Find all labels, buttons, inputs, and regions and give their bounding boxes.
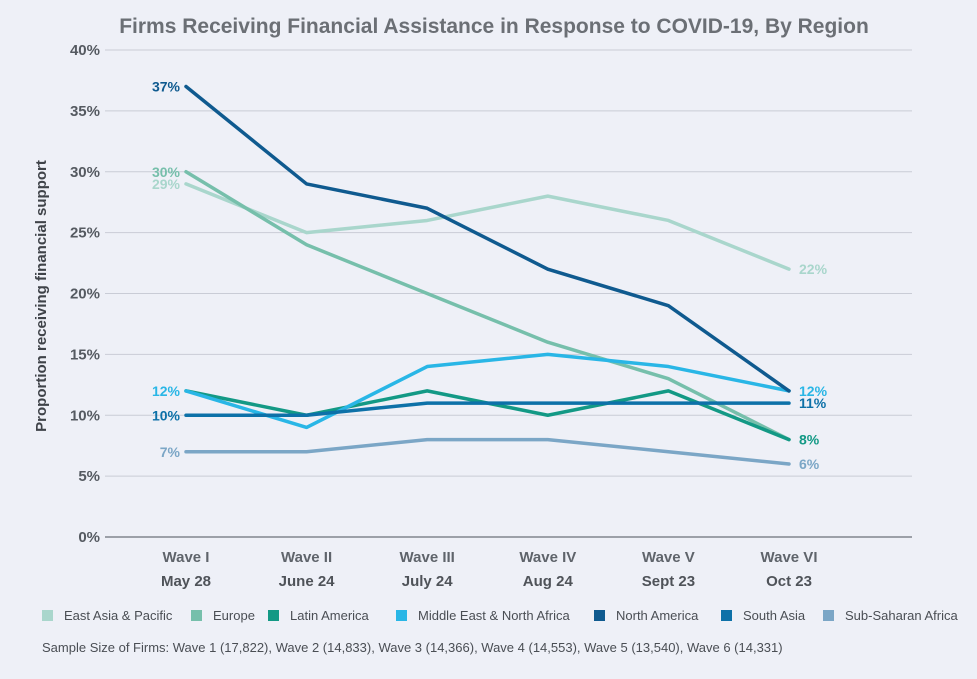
data-label: 10%: [152, 407, 181, 423]
x-tick-date: Oct 23: [766, 573, 812, 590]
legend-label: East Asia & Pacific: [64, 608, 173, 623]
y-tick-label: 20%: [70, 286, 100, 303]
data-label: 12%: [152, 383, 181, 399]
x-tick-label: Wave V: [642, 549, 695, 566]
x-tick-label: Wave III: [400, 549, 455, 566]
legend-swatch: [396, 610, 407, 621]
x-tick-label: Wave IV: [519, 549, 576, 566]
series-line: [186, 172, 789, 440]
x-axis-ticks: Wave I May 28 Wave II June 24 Wave III July 2…: [161, 549, 818, 590]
legend-swatch: [721, 610, 732, 621]
x-tick-date: June 24: [279, 573, 336, 590]
x-tick-date: Sept 23: [642, 573, 695, 590]
data-label: 30%: [152, 164, 181, 180]
chart-title: Firms Receiving Financial Assistance in …: [119, 15, 869, 38]
sample-size-note: Sample Size of Firms: Wave 1 (17,822), W…: [42, 640, 783, 655]
x-tick-date: May 28: [161, 573, 211, 590]
x-tick-label: Wave II: [281, 549, 332, 566]
legend-swatch: [191, 610, 202, 621]
y-tick-label: 25%: [70, 225, 100, 242]
y-tick-label: 10%: [70, 407, 100, 424]
legend-swatch: [42, 610, 53, 621]
data-label: 11%: [799, 395, 827, 411]
data-label: 22%: [799, 261, 828, 277]
y-tick-label: 0%: [78, 529, 100, 546]
series-lines: [186, 87, 789, 464]
legend-label: North America: [616, 608, 699, 623]
legend-label: Sub-Saharan Africa: [845, 608, 959, 623]
data-label: 7%: [160, 444, 181, 460]
legend-label: Europe: [213, 608, 255, 623]
y-axis-ticks: 0% 5% 10% 15% 20% 25% 30% 35% 40%: [70, 42, 100, 546]
data-label: 8%: [799, 432, 820, 448]
series-line: [186, 87, 789, 391]
series-line: [186, 440, 789, 464]
y-tick-label: 40%: [70, 42, 100, 59]
x-tick-label: Wave I: [163, 549, 210, 566]
line-chart: Firms Receiving Financial Assistance in …: [0, 0, 977, 679]
legend-swatch: [594, 610, 605, 621]
x-tick-label: Wave VI: [761, 549, 818, 566]
data-label: 6%: [799, 456, 820, 472]
legend: East Asia & Pacific Europe Latin America Mi…: [42, 608, 959, 623]
grid: [105, 50, 912, 537]
y-tick-label: 5%: [78, 468, 100, 485]
y-axis-label: Proportion receiving financial support: [33, 160, 50, 432]
legend-label: Latin America: [290, 608, 370, 623]
legend-label: South Asia: [743, 608, 806, 623]
legend-label: Middle East & North Africa: [418, 608, 570, 623]
y-tick-label: 35%: [70, 103, 100, 120]
legend-swatch: [823, 610, 834, 621]
y-tick-label: 30%: [70, 164, 100, 181]
y-tick-label: 15%: [70, 346, 100, 363]
data-label: 37%: [152, 79, 181, 95]
x-tick-date: Aug 24: [523, 573, 574, 590]
x-tick-date: July 24: [402, 573, 454, 590]
legend-swatch: [268, 610, 279, 621]
